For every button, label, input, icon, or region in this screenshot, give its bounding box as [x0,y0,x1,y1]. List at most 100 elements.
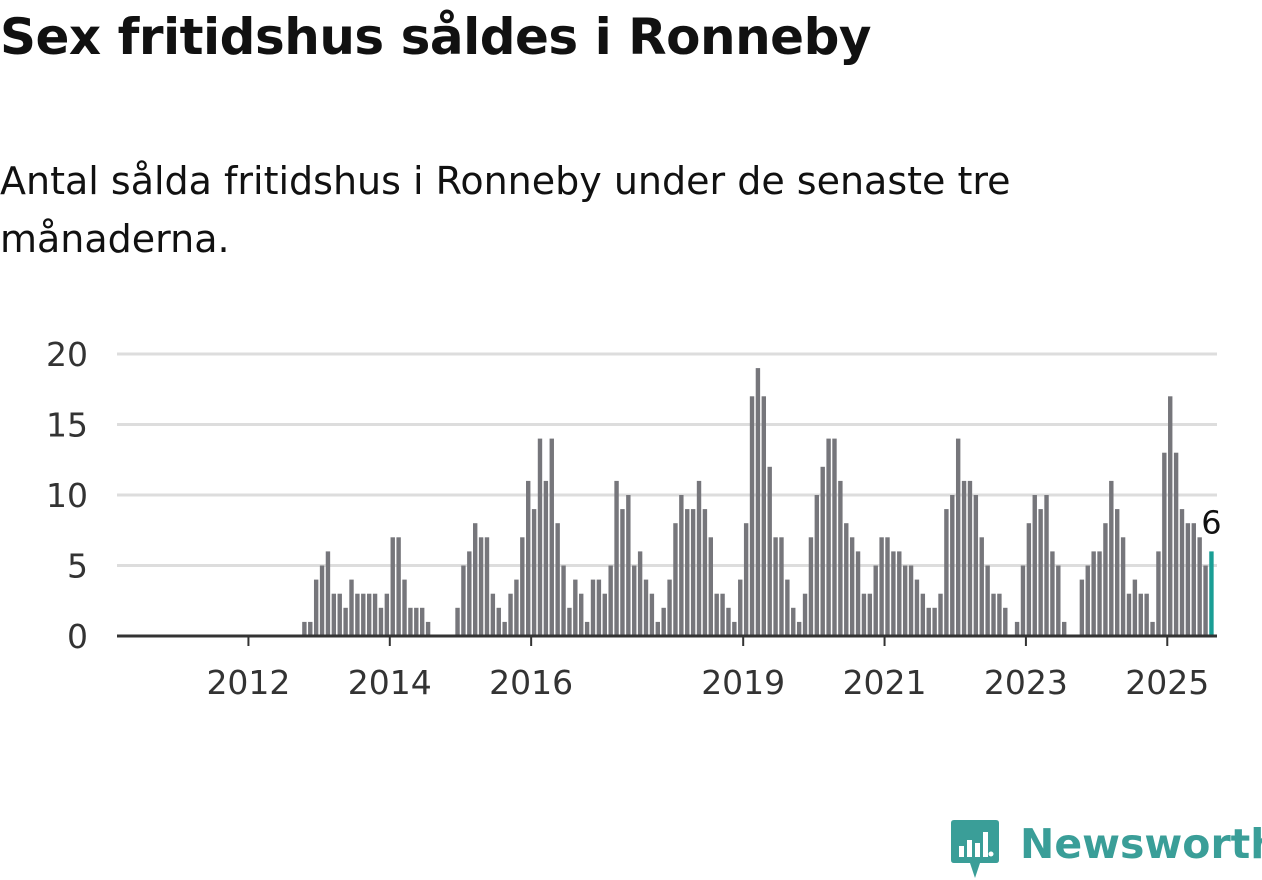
bar [520,537,525,636]
bar-chart: 0 5 10 15 20 2012 2014 2016 2019 2021 2023 2025 6 [46,335,1222,702]
bar [708,537,713,636]
bar [461,565,466,636]
x-tick-label: 2012 [206,663,290,702]
highlight-data-label: 6 [1201,503,1221,541]
bar [596,579,602,636]
bar [679,495,684,636]
x-tick-label: 2023 [984,663,1068,702]
y-tick-label: 20 [46,335,88,374]
bar [455,607,460,636]
bar [767,466,772,636]
y-axis-ticks: 0 5 10 15 20 [46,335,88,656]
bar [590,579,596,636]
bar [885,537,890,636]
bar [425,621,431,636]
bar [696,480,702,636]
bar [1062,621,1067,636]
bar [1162,452,1167,636]
bar [555,523,560,636]
bar [632,565,637,636]
bar [1003,607,1008,636]
bar [579,593,584,636]
bar [1091,551,1096,636]
bar [308,621,313,636]
bar [1144,593,1149,636]
bar [720,593,725,636]
bar [337,593,342,636]
bar [849,537,855,636]
bar [1126,593,1132,636]
bar [961,480,967,636]
bar [855,551,861,636]
bar [396,537,401,636]
bar [1026,523,1032,636]
bar [808,537,814,636]
bar-highlight [1209,551,1214,636]
bar [366,593,372,636]
bar [944,509,949,636]
bar [844,523,849,636]
bar [1191,523,1196,636]
bar [932,607,937,636]
bar [573,579,578,636]
bar [791,607,796,636]
bar [743,523,749,636]
bar [1038,509,1043,636]
bar [726,607,731,636]
bar [508,593,513,636]
bar [378,607,384,636]
bar [991,593,996,636]
x-tick-label: 2021 [843,663,927,702]
bar [1097,551,1102,636]
bar [343,607,348,636]
bar [1185,523,1191,636]
x-tick-label: 2014 [348,663,432,702]
bar [1173,452,1179,636]
bar [661,607,666,636]
bar [1085,565,1090,636]
bar [838,480,843,636]
brand-name: Newsworthy [1020,820,1262,868]
x-axis-ticks: 2012 2014 2016 2019 2021 2023 2025 [206,636,1209,702]
y-tick-label: 10 [46,476,88,515]
bar [785,579,790,636]
bar [1138,593,1143,636]
bar [502,621,507,636]
bar [408,607,413,636]
bar [732,621,737,636]
bar [384,593,390,636]
bar [1032,495,1037,636]
bar [802,593,808,636]
bar [861,593,867,636]
bar [685,509,690,636]
bar [467,551,472,636]
bar [655,621,660,636]
bar [537,438,543,636]
bar [549,438,554,636]
bar [920,593,926,636]
bar [349,579,354,636]
bar [402,579,407,636]
bar [620,509,625,636]
bar [867,593,873,636]
bar [997,593,1002,636]
bar [473,523,478,636]
bar [667,579,672,636]
bar [602,593,607,636]
y-tick-label: 15 [46,406,88,445]
bar [626,495,631,636]
bar [1014,621,1020,636]
bar [531,509,537,636]
bar [1079,579,1085,636]
bar [761,396,767,636]
y-tick-label: 5 [67,547,88,586]
bar [779,537,784,636]
bar [1197,537,1202,636]
bar [361,593,366,636]
bar [372,593,378,636]
bar [985,565,990,636]
bar [755,368,761,636]
bar [897,551,902,636]
bar [1109,480,1114,636]
y-tick-label: 0 [67,617,88,656]
